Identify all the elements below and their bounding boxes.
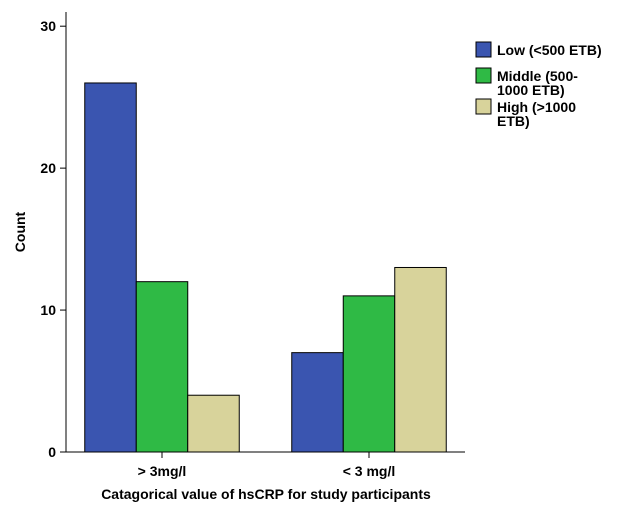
y-tick-label: 30	[40, 18, 56, 34]
y-ticks: 0 10 20 30	[40, 18, 66, 460]
bar	[135, 281, 189, 453]
bar	[187, 394, 240, 453]
y-tick-label: 20	[40, 160, 56, 176]
bar	[394, 266, 447, 453]
x-tick-label: > 3mg/l	[138, 463, 187, 479]
bar	[342, 295, 396, 453]
legend-label: High (>1000 ETB)	[497, 99, 576, 129]
legend: Low (<500 ETB) Middle (500-1000 ETB) Hig…	[475, 41, 602, 129]
legend-swatch	[475, 98, 492, 115]
legend-label: Low (<500 ETB)	[497, 42, 602, 58]
x-tick-label: < 3 mg/l	[343, 463, 396, 479]
bars	[84, 82, 447, 453]
legend-swatch	[475, 41, 492, 58]
y-axis-title: Count	[12, 211, 28, 252]
bar	[84, 82, 137, 453]
y-tick-label: 10	[40, 302, 56, 318]
y-tick-label: 0	[48, 444, 56, 460]
x-axis-title: Catagorical value of hsCRP for study par…	[101, 486, 431, 502]
x-ticks: > 3mg/l < 3 mg/l	[138, 452, 396, 479]
legend-swatch	[475, 67, 492, 84]
bar	[291, 352, 344, 453]
legend-label: Middle (500-1000 ETB)	[497, 68, 578, 98]
